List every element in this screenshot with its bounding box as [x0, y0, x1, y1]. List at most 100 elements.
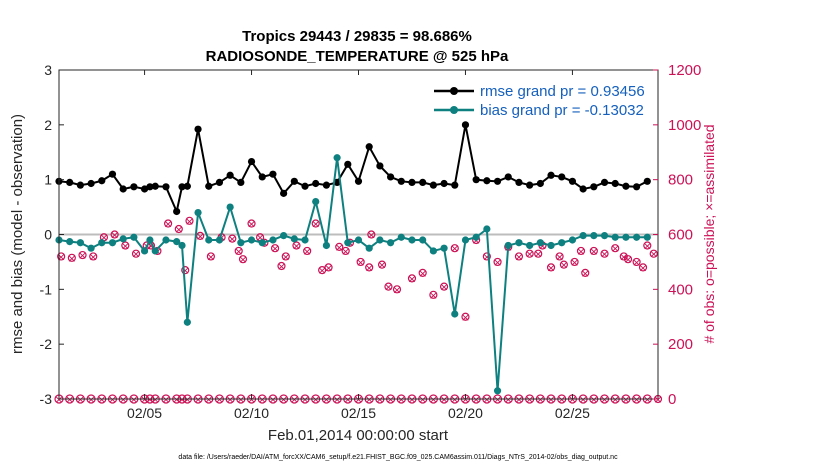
obs-assimilated-marker: ×: [311, 218, 320, 231]
bias-series-line: [58, 157, 648, 391]
y-tick-label-right: 800: [668, 172, 693, 189]
obs-possible-marker: [238, 255, 248, 264]
obs-assimilated-marker: ×: [623, 253, 632, 266]
rmse-point: [451, 181, 459, 189]
obs-assimilated-marker: ×: [559, 259, 568, 272]
bias-point: [376, 236, 384, 244]
obs-assimilated-marker: ×: [600, 248, 609, 261]
y-tick-label: 3: [44, 62, 52, 78]
rmse-point: [183, 182, 191, 190]
legend-bias-marker: [450, 106, 458, 114]
bias-point: [365, 244, 373, 252]
bias-point: [547, 241, 555, 250]
bias-point: [643, 233, 651, 241]
y-tick-label-right: 0: [668, 391, 676, 408]
bias-point: [119, 235, 127, 243]
obs-possible-marker: [482, 252, 491, 261]
bias-point: [247, 236, 256, 244]
obs-possible-marker: [649, 249, 658, 258]
obs-assimilated-marker: ×: [581, 267, 590, 280]
rmse-point: [173, 207, 181, 216]
y-tick-label: 1: [44, 172, 52, 188]
obs-assimilated-marker: ×: [514, 250, 523, 263]
x-tick-label: 02/10: [234, 405, 269, 421]
bias-point: [140, 247, 149, 255]
obs-assimilated-marker: ×: [185, 215, 194, 228]
bias-point: [183, 318, 191, 326]
obs-assimilated-marker: ×: [356, 256, 365, 269]
obs-assimilated-marker: ×: [99, 231, 108, 244]
obs-possible-marker: [632, 257, 641, 267]
obs-assimilated-marker: ×: [174, 223, 183, 236]
obs-possible-marker: [335, 242, 344, 251]
x-tick-label: 02/05: [127, 405, 162, 421]
bias-point: [322, 241, 331, 250]
y-tick-label: 2: [44, 117, 52, 133]
obs-possible-marker: [164, 219, 173, 228]
legend-rmse-marker: [450, 87, 458, 95]
obs-possible-marker: [131, 249, 141, 258]
y-tick-label: -2: [40, 336, 53, 352]
y-tick-label-right: 1000: [668, 117, 701, 134]
bias-point: [301, 236, 309, 244]
rmse-point: [472, 176, 480, 184]
obs-assimilated-marker: ×: [78, 249, 87, 262]
obs-assimilated-marker: ×: [292, 239, 301, 252]
rmse-point: [98, 177, 106, 185]
rmse-point: [194, 125, 202, 133]
obs-possible-marker: [89, 252, 98, 261]
obs-possible-marker: [555, 252, 564, 261]
bias-point: [146, 236, 154, 244]
rmse-point: [536, 179, 544, 188]
bias-point: [108, 239, 117, 247]
obs-assimilated-marker: ×: [341, 245, 350, 258]
rmse-point: [178, 183, 186, 191]
rmse-point: [108, 170, 117, 178]
rmse-point: [397, 177, 405, 185]
obs-assimilated-marker: ×: [461, 311, 470, 324]
obs-possible-marker: [623, 255, 633, 264]
obs-possible-marker: [174, 224, 183, 234]
bias-point: [194, 208, 202, 217]
obs-assimilated-marker: ×: [534, 248, 543, 261]
rmse-point: [130, 183, 138, 191]
bias-point: [130, 233, 138, 241]
obs-assimilated-marker: ×: [181, 264, 190, 277]
rmse-point: [280, 189, 288, 197]
obs-possible-marker: [450, 244, 459, 253]
bias-point: [98, 239, 106, 247]
obs-possible-marker: [392, 285, 402, 294]
rmse-point: [526, 181, 534, 189]
rmse-point: [312, 179, 320, 188]
obs-assimilated-marker: ×: [335, 241, 344, 254]
chart-subtitle: RADIOSONDE_TEMPERATURE @ 525 hPa: [206, 48, 509, 65]
bias-point: [472, 233, 480, 241]
x-tick-label: 02/25: [555, 405, 590, 421]
obs-assimilated-marker: ×: [546, 261, 555, 274]
obs-assimilated-marker: ×: [238, 253, 247, 266]
obs-possible-marker: [324, 263, 333, 272]
rmse-point: [611, 179, 619, 188]
obs-assimilated-marker: ×: [110, 229, 119, 242]
obs-assimilated-marker: ×: [538, 239, 547, 252]
obs-assimilated-marker: ×: [589, 245, 598, 258]
bias-point: [493, 387, 502, 395]
rmse-point: [643, 177, 651, 185]
y-axis-label-right: # of obs: o=possible; ×=assimilated: [701, 124, 717, 343]
rmse-point: [483, 177, 491, 185]
obs-assimilated-marker: ×: [450, 242, 459, 255]
obs-possible-marker: [643, 241, 652, 250]
obs-assimilated-marker: ×: [146, 239, 155, 252]
obs-assimilated-marker: ×: [67, 252, 76, 265]
obs-possible-marker: [281, 252, 290, 261]
obs-possible-marker: [546, 263, 556, 272]
obs-assimilated-marker: ×: [277, 260, 286, 273]
y-tick-label: -1: [40, 281, 53, 297]
rmse-point: [301, 182, 309, 190]
obs-possible-marker: [110, 230, 119, 239]
obs-possible-marker: [439, 282, 449, 291]
obs-assimilated-marker: ×: [418, 267, 427, 280]
obs-possible-marker: [418, 268, 427, 277]
obs-possible-marker: [341, 246, 350, 256]
obs-assimilated-marker: ×: [384, 281, 393, 294]
